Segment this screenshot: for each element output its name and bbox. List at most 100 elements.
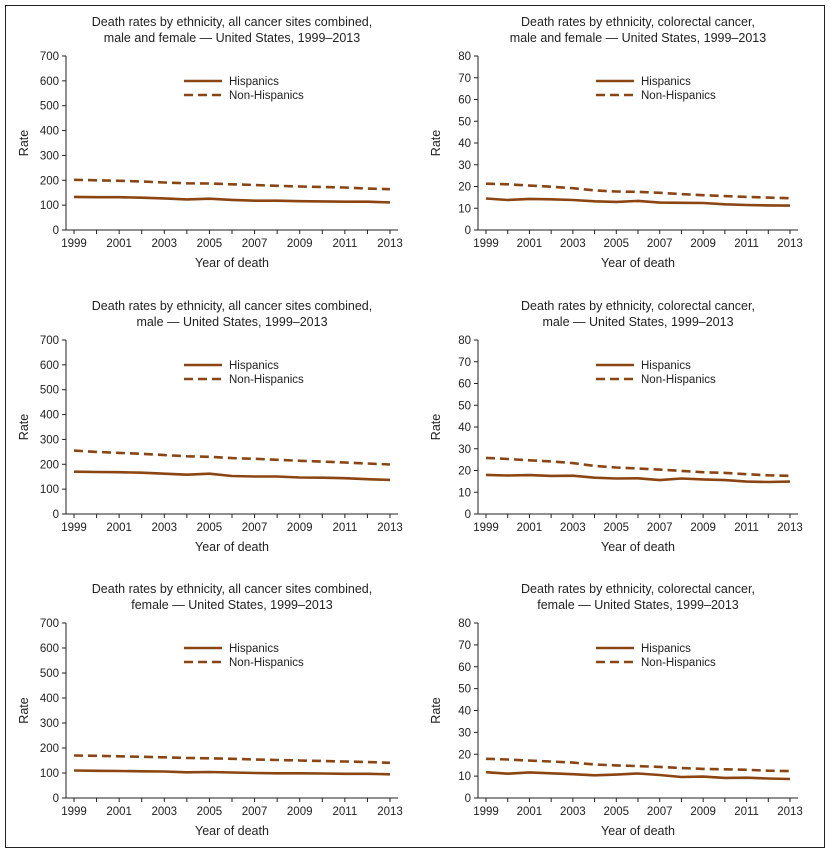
chart-panel: Death rates by ethnicity, all cancer sit… <box>17 15 403 270</box>
y-tick-label: 300 <box>40 150 59 162</box>
y-tick-label: 20 <box>458 182 471 194</box>
chart-title: Death rates by ethnicity, all cancer sit… <box>92 582 372 596</box>
chart-panel: Death rates by ethnicity, all cancer sit… <box>17 299 403 554</box>
x-axis-label: Year of death <box>195 256 269 270</box>
x-tick-label: 1999 <box>473 806 499 818</box>
y-tick-label: 700 <box>40 51 59 63</box>
y-tick-label: 0 <box>465 793 471 805</box>
x-axis-label: Year of death <box>601 256 675 270</box>
legend-label: Non-Hispanics <box>229 90 304 102</box>
y-tick-label: 40 <box>458 138 471 150</box>
x-tick-label: 2011 <box>332 238 357 250</box>
x-tick-label: 2003 <box>560 806 586 818</box>
chart-title: Death rates by ethnicity, colorectal can… <box>521 15 755 29</box>
y-tick-label: 50 <box>458 400 471 412</box>
y-tick-label: 100 <box>40 200 59 212</box>
y-tick-label: 80 <box>458 51 471 63</box>
y-tick-label: 0 <box>53 793 59 805</box>
y-tick-label: 70 <box>458 357 471 369</box>
x-tick-label: 2001 <box>517 238 543 250</box>
x-tick-label: 1999 <box>61 238 87 250</box>
x-tick-label: 2007 <box>647 238 673 250</box>
x-tick-label: 2005 <box>603 806 629 818</box>
x-tick-label: 2009 <box>690 522 716 534</box>
chart-title: male and female — United States, 1999–20… <box>104 31 360 45</box>
x-tick-label: 2013 <box>377 522 403 534</box>
x-tick-label: 2001 <box>517 522 543 534</box>
chart-title: Death rates by ethnicity, colorectal can… <box>521 582 755 596</box>
series-line-hispanics <box>73 195 391 204</box>
y-tick-label: 500 <box>40 101 59 113</box>
x-tick-label: 2007 <box>647 806 673 818</box>
y-tick-label: 80 <box>458 335 471 347</box>
series-line-hispanics <box>485 770 791 781</box>
y-tick-label: 30 <box>458 727 471 739</box>
y-tick-label: 20 <box>458 749 471 761</box>
y-tick-label: 400 <box>40 410 59 422</box>
series-line-hispanics <box>73 470 391 482</box>
legend-label: Non-Hispanics <box>641 374 716 386</box>
x-tick-label: 1999 <box>61 806 87 818</box>
y-tick-label: 700 <box>40 618 59 630</box>
y-axis-label: Rate <box>17 414 31 440</box>
y-tick-label: 200 <box>40 175 59 187</box>
chart-panel: Death rates by ethnicity, all cancer sit… <box>17 582 403 838</box>
x-tick-label: 2007 <box>242 522 268 534</box>
legend-label: Hispanics <box>641 76 691 88</box>
y-tick-label: 70 <box>458 73 471 85</box>
x-tick-label: 2009 <box>690 806 716 818</box>
y-axis-label: Rate <box>429 697 443 723</box>
series-line-non-hispanics <box>73 754 391 765</box>
x-tick-label: 2003 <box>560 522 586 534</box>
y-tick-label: 40 <box>458 706 471 718</box>
chart-title: female — United States, 1999–2013 <box>131 598 333 612</box>
y-tick-label: 400 <box>40 126 59 138</box>
x-tick-label: 2013 <box>377 806 403 818</box>
x-tick-label: 2011 <box>332 522 357 534</box>
x-tick-label: 2007 <box>242 806 268 818</box>
y-tick-label: 30 <box>458 444 471 456</box>
y-tick-label: 100 <box>40 768 59 780</box>
x-tick-label: 2005 <box>197 238 223 250</box>
y-tick-label: 60 <box>458 662 471 674</box>
y-axis-label: Rate <box>17 130 31 156</box>
chart-title: Death rates by ethnicity, all cancer sit… <box>92 15 372 29</box>
y-tick-label: 0 <box>465 225 471 237</box>
y-tick-label: 60 <box>458 95 471 107</box>
x-tick-label: 2001 <box>517 806 543 818</box>
x-axis-label: Year of death <box>195 824 269 838</box>
series-line-hispanics <box>485 197 791 207</box>
y-axis-label: Rate <box>429 130 443 156</box>
legend-label: Non-Hispanics <box>229 657 304 669</box>
x-tick-label: 2001 <box>106 522 132 534</box>
x-tick-label: 2011 <box>734 522 759 534</box>
series-line-hispanics <box>73 769 391 776</box>
chart-panel: Death rates by ethnicity, colorectal can… <box>429 582 803 838</box>
x-axis-label: Year of death <box>195 540 269 554</box>
x-tick-label: 2011 <box>332 806 357 818</box>
x-tick-label: 2001 <box>106 238 132 250</box>
y-axis-label: Rate <box>17 697 31 723</box>
figure-frame <box>5 5 825 848</box>
x-tick-label: 2007 <box>647 522 673 534</box>
legend-label: Hispanics <box>641 643 691 655</box>
x-tick-label: 2009 <box>690 238 716 250</box>
y-tick-label: 500 <box>40 385 59 397</box>
x-axis-label: Year of death <box>601 824 675 838</box>
x-tick-label: 2005 <box>197 522 223 534</box>
x-tick-label: 2009 <box>287 522 313 534</box>
y-tick-label: 10 <box>458 203 471 215</box>
x-tick-label: 2013 <box>777 806 803 818</box>
y-tick-label: 300 <box>40 718 59 730</box>
y-tick-label: 600 <box>40 360 59 372</box>
x-tick-label: 1999 <box>473 522 499 534</box>
legend-label: Hispanics <box>641 360 691 372</box>
x-tick-label: 1999 <box>61 522 87 534</box>
x-axis-label: Year of death <box>601 540 675 554</box>
y-tick-label: 100 <box>40 484 59 496</box>
legend-label: Hispanics <box>229 360 279 372</box>
y-tick-label: 50 <box>458 684 471 696</box>
chart-title: Death rates by ethnicity, all cancer sit… <box>92 299 372 313</box>
y-axis-label: Rate <box>429 414 443 440</box>
x-tick-label: 2005 <box>603 238 629 250</box>
